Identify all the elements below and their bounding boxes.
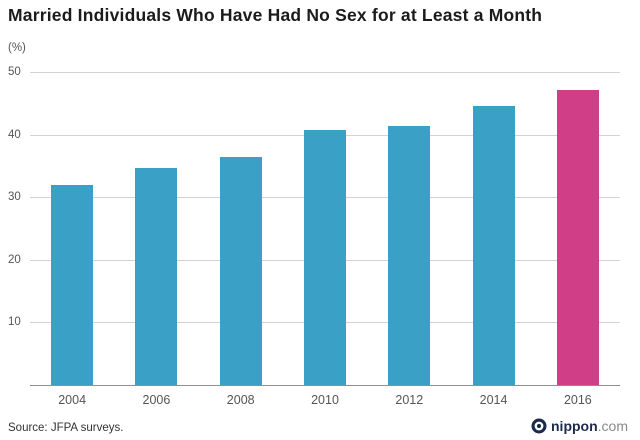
bar-2004 <box>51 185 94 385</box>
y-axis-unit-label: (%) <box>8 42 26 54</box>
x-tick-label-2014: 2014 <box>479 393 508 407</box>
x-tick-label-2008: 2008 <box>226 393 255 407</box>
y-tick-label-40: 40 <box>8 128 21 141</box>
y-tick-label-20: 20 <box>8 253 21 266</box>
bar-2012 <box>388 126 431 385</box>
bar-2014 <box>472 105 515 385</box>
y-tick-label-30: 30 <box>8 191 21 204</box>
chart-title: Married Individuals Who Have Had No Sex … <box>8 5 543 25</box>
x-tick-label-2004: 2004 <box>58 393 87 407</box>
y-tick-label-10: 10 <box>8 316 21 329</box>
plot-area <box>30 72 620 386</box>
gridline-50 <box>30 72 620 73</box>
nippon-logo-name: nippon <box>551 418 598 434</box>
nippon-logo-text: nippon.com <box>551 418 628 434</box>
bar-2010 <box>304 129 346 385</box>
x-tick-label-2012: 2012 <box>395 393 424 407</box>
x-tick-label-2016: 2016 <box>563 393 592 407</box>
nippon-logo-icon <box>531 418 547 434</box>
nippon-logo-suffix: .com <box>597 418 628 434</box>
bar-2016 <box>556 89 599 385</box>
source-note: Source: JFPA surveys. <box>8 422 124 434</box>
y-tick-label-50: 50 <box>8 66 21 78</box>
x-axis-line <box>30 385 620 386</box>
nippon-logo: nippon.com <box>531 418 628 434</box>
x-tick-label-2006: 2006 <box>142 393 171 407</box>
bar-2006 <box>135 168 178 385</box>
bar-2008 <box>219 156 262 385</box>
x-tick-label-2010: 2010 <box>311 393 339 407</box>
